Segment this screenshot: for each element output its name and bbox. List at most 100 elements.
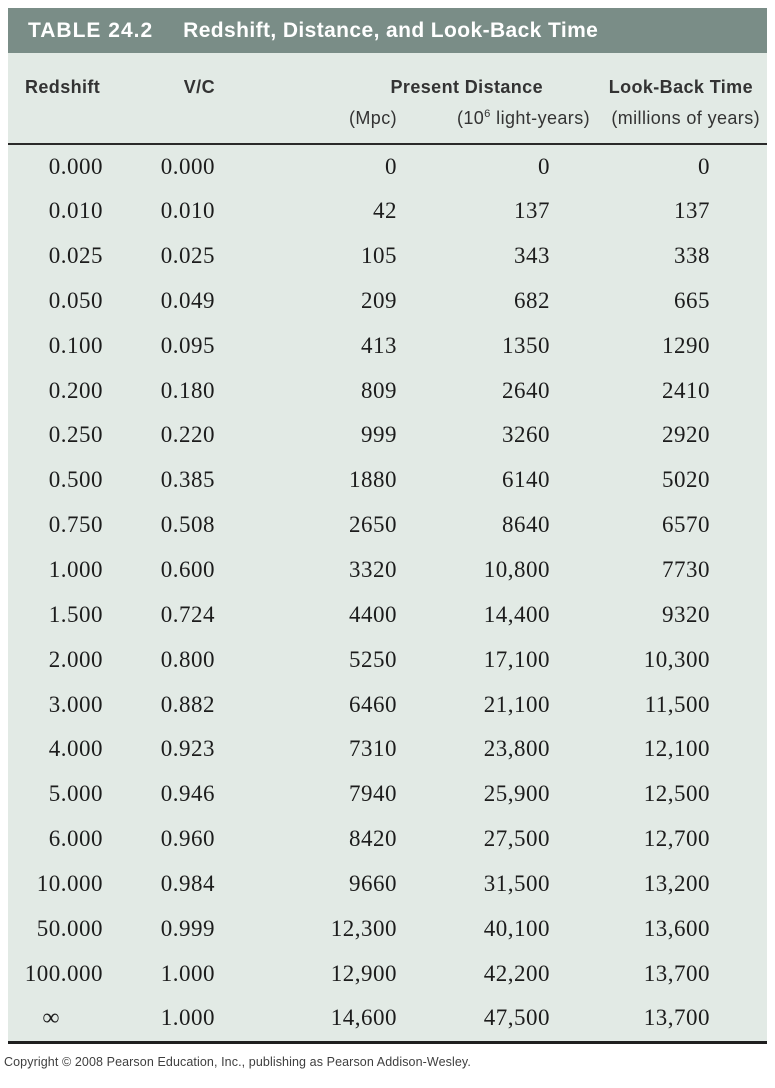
cell-distance-mly: 0 (538, 153, 550, 179)
cell-distance-mly: 21,100 (483, 691, 550, 717)
table-row: 3.000 0.882 6460 21,100 11,500 (8, 682, 767, 727)
cell-look-back-time: 10,300 (643, 646, 710, 672)
cell-distance-mly: 25,900 (483, 781, 550, 807)
cell-distance-mpc: 12,300 (330, 915, 397, 941)
header-row-labels: Redshift V/C Present Distance Look-Back … (8, 53, 767, 105)
table-row: 2.000 0.800 5250 17,100 10,300 (8, 637, 767, 682)
copyright-line: Copyright © 2008 Pearson Education, Inc.… (4, 1054, 471, 1069)
table-row: 0.100 0.095 413 1350 1290 (8, 323, 767, 368)
cell-look-back-time: 137 (674, 198, 710, 224)
header-row-units: (Mpc) (106 light-years) (millions of yea… (8, 105, 767, 145)
cell-v-over-c: 0.999 (160, 915, 215, 941)
cell-redshift: 1.500 (48, 601, 103, 627)
cell-redshift: 0.000 (48, 153, 103, 179)
cell-distance-mly: 8640 (502, 512, 550, 538)
table-row: 50.000 0.999 12,300 40,100 13,600 (8, 906, 767, 951)
cell-v-over-c: 0.508 (160, 512, 215, 538)
cell-redshift: 6.000 (48, 826, 103, 852)
cell-distance-mpc: 12,900 (330, 960, 397, 986)
cell-v-over-c: 0.800 (160, 646, 215, 672)
cell-v-over-c: 0.960 (160, 826, 215, 852)
cell-v-over-c: 0.049 (160, 287, 215, 313)
table-row: 100.000 1.000 12,900 42,200 13,700 (8, 951, 767, 996)
cell-distance-mpc: 0 (385, 153, 397, 179)
light-years-unit-exponent: 6 (484, 108, 491, 120)
cell-distance-mpc: 6460 (349, 691, 397, 717)
cell-distance-mpc: 2650 (349, 512, 397, 538)
cell-look-back-time: 12,700 (643, 826, 710, 852)
cell-redshift: 10.000 (36, 870, 103, 896)
cell-distance-mpc: 14,600 (330, 1005, 397, 1031)
cell-distance-mly: 40,100 (483, 915, 550, 941)
cell-redshift: 0.025 (48, 243, 103, 269)
table-row: 0.250 0.220 999 3260 2920 (8, 413, 767, 458)
table-row: 4.000 0.923 7310 23,800 12,100 (8, 727, 767, 772)
cell-look-back-time: 665 (674, 287, 710, 313)
cell-look-back-time: 5020 (662, 467, 710, 493)
cell-distance-mpc: 7940 (349, 781, 397, 807)
column-header-look-back-time: Look-Back Time (608, 77, 753, 97)
cell-v-over-c: 0.724 (160, 601, 215, 627)
cell-v-over-c: 0.010 (160, 198, 215, 224)
table-card: TABLE 24.2 Redshift, Distance, and Look-… (8, 8, 767, 1044)
light-years-unit-label: (106 light-years) (457, 108, 590, 129)
cell-redshift: 5.000 (48, 781, 103, 807)
cell-distance-mly: 14,400 (483, 601, 550, 627)
cell-distance-mly: 27,500 (483, 826, 550, 852)
cell-look-back-time: 13,600 (643, 915, 710, 941)
cell-distance-mpc: 1880 (349, 467, 397, 493)
cell-distance-mpc: 105 (361, 243, 397, 269)
column-unit-empty (8, 105, 123, 145)
table-body: 0.000 0.000 0 0 0 0.010 0.010 42 137 137 0.025 0.02… (8, 144, 767, 1041)
cell-redshift: 0.100 (48, 332, 103, 358)
cell-v-over-c: 0.000 (160, 153, 215, 179)
cell-redshift: 0.500 (48, 467, 103, 493)
column-header-redshift: Redshift (25, 77, 101, 97)
cell-redshift: 0.010 (48, 198, 103, 224)
column-unit-millions-of-years: (millions of years) (570, 105, 767, 145)
cell-distance-mly: 137 (514, 198, 550, 224)
cell-redshift: 4.000 (48, 736, 103, 762)
cell-look-back-time: 2920 (662, 422, 710, 448)
cell-look-back-time: 6570 (662, 512, 710, 538)
cell-distance-mly: 10,800 (483, 557, 550, 583)
table-row: 0.750 0.508 2650 8640 6570 (8, 503, 767, 548)
cell-distance-mpc: 7310 (349, 736, 397, 762)
table-title-bar: TABLE 24.2 Redshift, Distance, and Look-… (8, 8, 767, 53)
light-years-unit-prefix: (10 (456, 108, 485, 128)
cell-look-back-time: 0 (698, 153, 710, 179)
table-row: 1.500 0.724 4400 14,400 9320 (8, 592, 767, 637)
cell-distance-mly: 6140 (502, 467, 550, 493)
table-row: 0.050 0.049 209 682 665 (8, 279, 767, 324)
cell-redshift: 100.000 (24, 960, 103, 986)
cell-distance-mpc: 4400 (349, 601, 397, 627)
table-row: 1.000 0.600 3320 10,800 7730 (8, 548, 767, 593)
infinity-symbol: ∞ (42, 1005, 60, 1032)
table-row: 6.000 0.960 8420 27,500 12,700 (8, 817, 767, 862)
cell-v-over-c: 0.600 (160, 557, 215, 583)
cell-distance-mpc: 809 (361, 377, 397, 403)
cell-distance-mpc: 5250 (349, 646, 397, 672)
cell-redshift: 0.050 (48, 287, 103, 313)
cell-distance-mpc: 209 (361, 287, 397, 313)
cell-redshift: 0.200 (48, 377, 103, 403)
cell-distance-mpc: 413 (361, 332, 397, 358)
cell-distance-mpc: 999 (361, 422, 397, 448)
column-header-v-over-c: V/C (183, 77, 215, 97)
cell-v-over-c: 0.025 (160, 243, 215, 269)
cell-v-over-c: 0.946 (160, 781, 215, 807)
cell-redshift: 50.000 (36, 915, 103, 941)
cell-redshift: 0.250 (48, 422, 103, 448)
cell-redshift: 3.000 (48, 691, 103, 717)
table-number: TABLE 24.2 (28, 18, 154, 42)
cell-v-over-c: 1.000 (160, 1005, 215, 1031)
cell-distance-mly: 23,800 (483, 736, 550, 762)
cell-v-over-c: 0.220 (160, 422, 215, 448)
cell-v-over-c: 0.095 (160, 332, 215, 358)
cell-distance-mly: 3260 (502, 422, 550, 448)
table-row: 5.000 0.946 7940 25,900 12,500 (8, 772, 767, 817)
cell-look-back-time: 9320 (662, 601, 710, 627)
table-row: 0.500 0.385 1880 6140 5020 (8, 458, 767, 503)
cell-distance-mpc: 3320 (349, 557, 397, 583)
cell-redshift: 0.750 (48, 512, 103, 538)
